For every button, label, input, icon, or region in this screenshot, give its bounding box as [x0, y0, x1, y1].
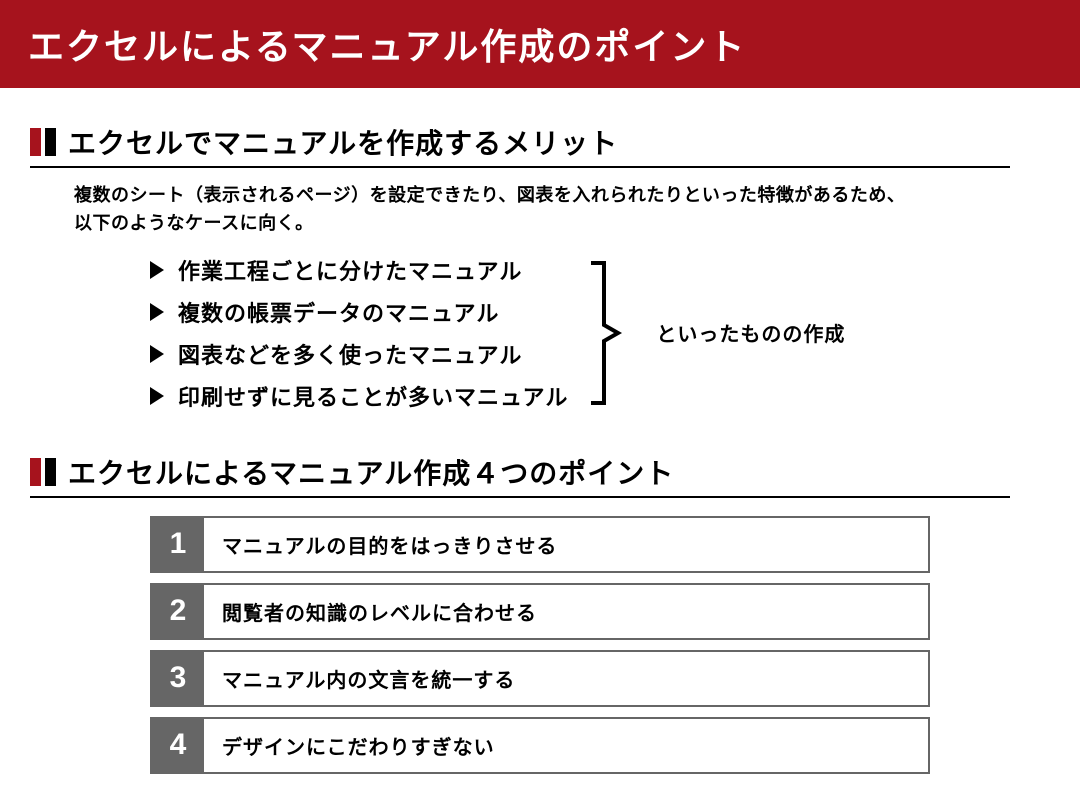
merit-item: 印刷せずに見ることが多いマニュアル [150, 380, 568, 412]
triangle-icon [150, 345, 164, 363]
point-number-badge: 3 [152, 652, 204, 705]
merits-intro: 複数のシート（表示されるページ）を設定できたり、図表を入れられたりといった特徴が… [74, 182, 1080, 238]
intro-line-1: 複数のシート（表示されるページ）を設定できたり、図表を入れられたりといった特徴が… [74, 185, 905, 205]
intro-line-2: 以下のようなケースに向く。 [74, 213, 314, 233]
points-list: 1 マニュアルの目的をはっきりさせる 2 閲覧者の知識のレベルに合わせる 3 マ… [150, 516, 930, 774]
merit-text: 作業工程ごとに分けたマニュアル [178, 254, 522, 286]
merit-text: 複数の帳票データのマニュアル [178, 296, 499, 328]
point-number-badge: 1 [152, 518, 204, 571]
point-number-badge: 4 [152, 719, 204, 772]
section-tag-icon [30, 128, 58, 156]
content-area: エクセルでマニュアルを作成するメリット 複数のシート（表示されるページ）を設定で… [0, 88, 1080, 774]
merits-wrapper: 作業工程ごとに分けたマニュアル 複数の帳票データのマニュアル 図表などを多く使っ… [150, 254, 1080, 412]
merit-item: 作業工程ごとに分けたマニュアル [150, 254, 568, 286]
point-number-badge: 2 [152, 585, 204, 638]
triangle-icon [150, 303, 164, 321]
merit-text: 印刷せずに見ることが多いマニュアル [178, 380, 568, 412]
title-banner: エクセルによるマニュアル作成のポイント [0, 0, 1080, 88]
point-text: デザインにこだわりすぎない [204, 719, 928, 772]
point-text: マニュアルの目的をはっきりさせる [204, 518, 928, 571]
triangle-icon [150, 261, 164, 279]
point-row: 2 閲覧者の知識のレベルに合わせる [150, 583, 930, 640]
point-text: マニュアル内の文言を統一する [204, 652, 928, 705]
merit-text: 図表などを多く使ったマニュアル [178, 338, 522, 370]
triangle-icon [150, 387, 164, 405]
section-merits-header: エクセルでマニュアルを作成するメリット [30, 122, 1010, 168]
bracket-icon [586, 258, 626, 408]
section-points-header: エクセルによるマニュアル作成４つのポイント [30, 452, 1010, 498]
merit-item: 図表などを多く使ったマニュアル [150, 338, 568, 370]
section-tag-icon [30, 458, 58, 486]
section-merits-title: エクセルでマニュアルを作成するメリット [68, 122, 618, 162]
point-row: 4 デザインにこだわりすぎない [150, 717, 930, 774]
merits-aside: といったものの作成 [656, 318, 845, 347]
point-row: 1 マニュアルの目的をはっきりさせる [150, 516, 930, 573]
point-row: 3 マニュアル内の文言を統一する [150, 650, 930, 707]
section-points-title: エクセルによるマニュアル作成４つのポイント [68, 452, 674, 492]
point-text: 閲覧者の知識のレベルに合わせる [204, 585, 928, 638]
merit-item: 複数の帳票データのマニュアル [150, 296, 568, 328]
merits-list: 作業工程ごとに分けたマニュアル 複数の帳票データのマニュアル 図表などを多く使っ… [150, 254, 568, 412]
